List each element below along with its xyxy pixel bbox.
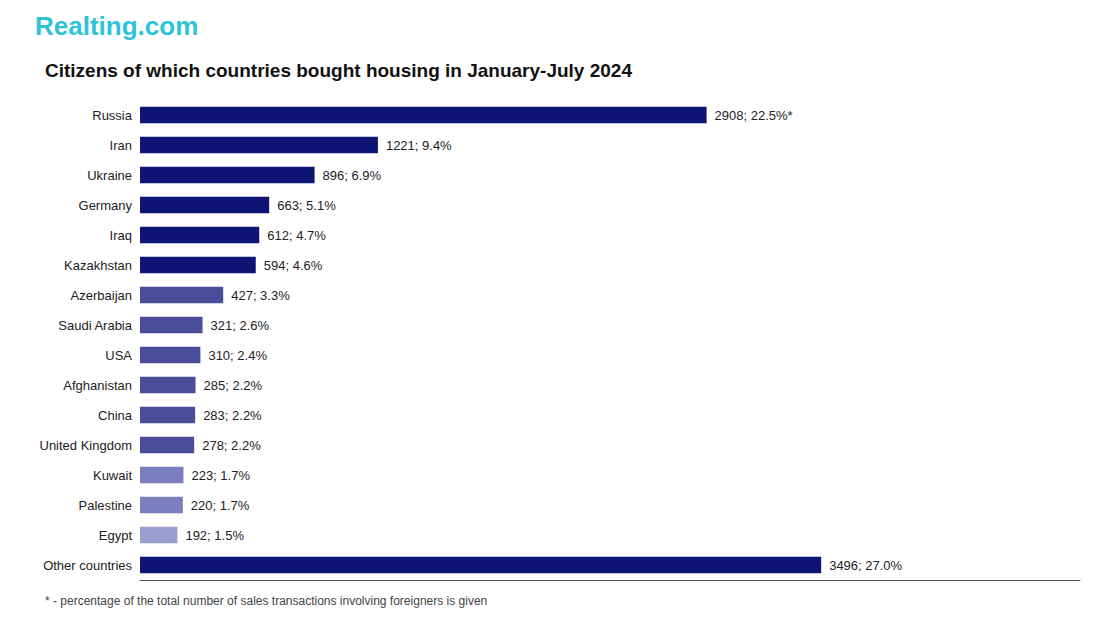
svg-text:321; 2.6%: 321; 2.6% — [211, 318, 270, 333]
svg-text:Realting.com: Realting.com — [35, 11, 198, 41]
svg-text:896; 6.9%: 896; 6.9% — [323, 168, 382, 183]
svg-text:220; 1.7%: 220; 1.7% — [191, 498, 250, 513]
svg-text:283; 2.2%: 283; 2.2% — [203, 408, 262, 423]
svg-text:Germany: Germany — [79, 198, 133, 213]
svg-text:1221; 9.4%: 1221; 9.4% — [386, 138, 452, 153]
svg-text:427; 3.3%: 427; 3.3% — [231, 288, 290, 303]
svg-text:United Kingdom: United Kingdom — [40, 438, 133, 453]
svg-text:663; 5.1%: 663; 5.1% — [277, 198, 336, 213]
svg-text:Iraq: Iraq — [110, 228, 132, 243]
svg-text:* - percentage of the total nu: * - percentage of the total number of sa… — [45, 594, 487, 608]
svg-text:2908; 22.5%*: 2908; 22.5%* — [715, 108, 793, 123]
svg-text:285; 2.2%: 285; 2.2% — [204, 378, 263, 393]
svg-text:Azerbaijan: Azerbaijan — [71, 288, 132, 303]
svg-text:Other countries: Other countries — [43, 558, 132, 573]
svg-text:594; 4.6%: 594; 4.6% — [264, 258, 323, 273]
svg-text:223; 1.7%: 223; 1.7% — [191, 468, 250, 483]
svg-text:Kazakhstan: Kazakhstan — [64, 258, 132, 273]
svg-text:USA: USA — [105, 348, 132, 363]
svg-text:Russia: Russia — [92, 108, 133, 123]
svg-text:Saudi Arabia: Saudi Arabia — [58, 318, 132, 333]
svg-text:192; 1.5%: 192; 1.5% — [185, 528, 244, 543]
svg-text:278; 2.2%: 278; 2.2% — [202, 438, 261, 453]
svg-text:310; 2.4%: 310; 2.4% — [208, 348, 267, 363]
svg-text:Iran: Iran — [110, 138, 132, 153]
svg-text:Kuwait: Kuwait — [93, 468, 132, 483]
svg-text:China: China — [98, 408, 133, 423]
svg-text:Egypt: Egypt — [99, 528, 133, 543]
svg-text:Palestine: Palestine — [79, 498, 132, 513]
svg-text:Ukraine: Ukraine — [87, 168, 132, 183]
svg-text:Afghanistan: Afghanistan — [63, 378, 132, 393]
svg-text:612; 4.7%: 612; 4.7% — [267, 228, 326, 243]
svg-text:3496; 27.0%: 3496; 27.0% — [829, 558, 902, 573]
svg-text:Citizens of which countries bo: Citizens of which countries bought housi… — [45, 60, 632, 81]
